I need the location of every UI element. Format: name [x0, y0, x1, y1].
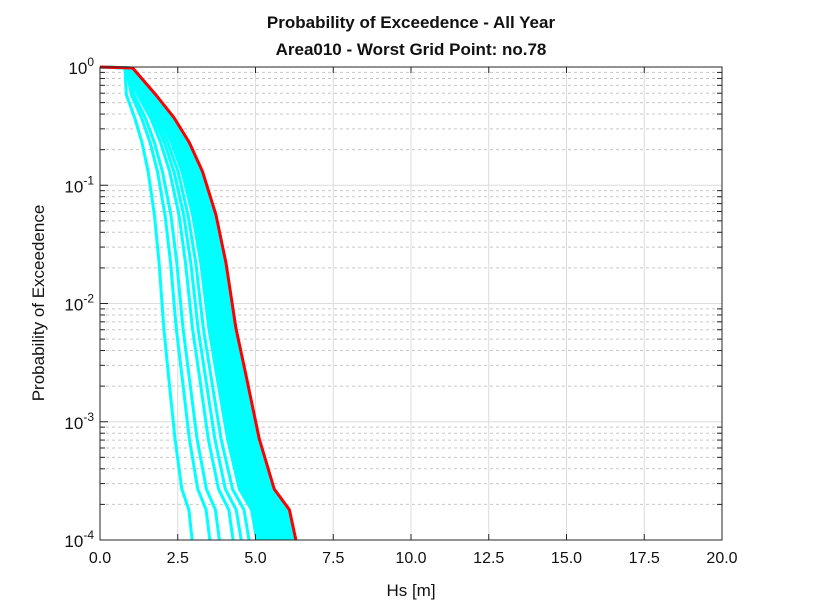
y-axis-label: Probability of Exceedence	[29, 205, 48, 402]
other-grid-point-line	[99, 65, 221, 541]
y-tick-label: 10-2	[64, 292, 94, 315]
x-tick-label: 12.5	[473, 550, 504, 567]
x-tick-label: 7.5	[322, 550, 344, 567]
other-grid-point-line	[99, 65, 266, 541]
y-tick-label: 10-3	[64, 410, 94, 433]
other-grid-point-line	[99, 65, 259, 541]
y-tick-label: 10-4	[64, 528, 94, 551]
x-tick-label: 5.0	[244, 550, 266, 567]
chart-title: Probability of Exceedence - All Year	[267, 13, 556, 32]
other-grid-point-line	[99, 65, 274, 541]
worst-grid-point-line	[99, 65, 298, 541]
y-tick-label: 100	[68, 55, 94, 78]
x-tick-label: 10.0	[395, 550, 426, 567]
x-tick-label: 2.5	[167, 550, 189, 567]
other-grid-point-line	[99, 65, 212, 541]
other-grid-point-line	[99, 65, 194, 541]
x-tick-label: 17.5	[629, 550, 660, 567]
y-tick-label: 10-1	[64, 173, 94, 196]
other-grid-point-line	[99, 65, 235, 541]
x-axis-label: Hs [m]	[386, 581, 435, 600]
x-tick-label: 15.0	[551, 550, 582, 567]
other-grid-point-line	[99, 65, 251, 541]
x-tick-label: 20.0	[706, 550, 737, 567]
other-grid-point-line	[99, 65, 243, 541]
series-lines	[99, 65, 298, 541]
x-tick-label: 0.0	[89, 550, 111, 567]
chart-subtitle: Area010 - Worst Grid Point: no.78	[276, 40, 547, 59]
axis-ticks: 100 10-1 10-2 10-3 10-40.0 2.5 5.0 7.5 10.0 12.5 1…	[64, 55, 737, 567]
